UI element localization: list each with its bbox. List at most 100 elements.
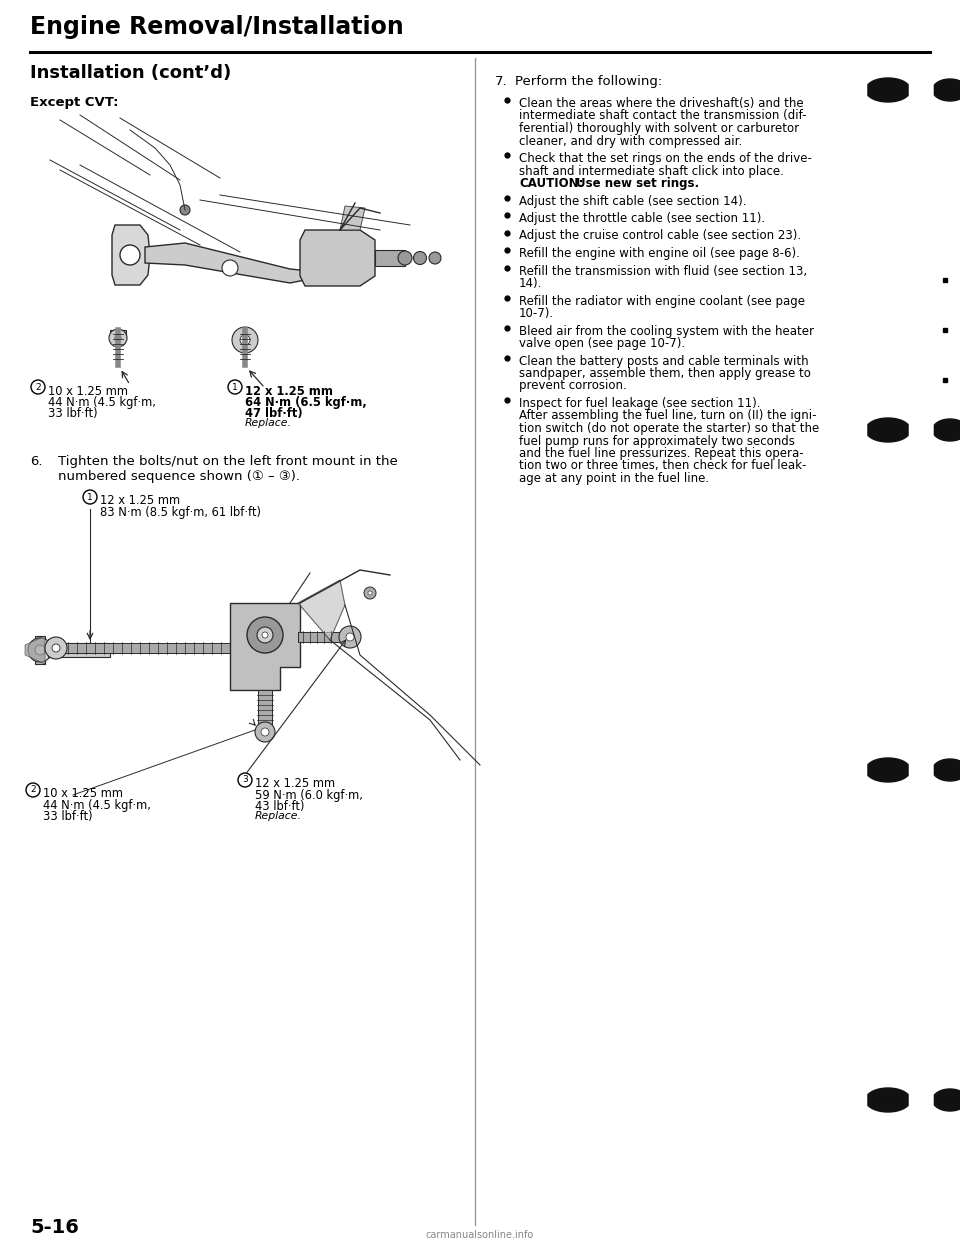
Text: Tighten the bolts/nut on the left front mount in the: Tighten the bolts/nut on the left front … — [58, 455, 397, 468]
Text: 33 lbf·ft): 33 lbf·ft) — [43, 810, 92, 823]
Text: 59 N·m (6.0 kgf·m,: 59 N·m (6.0 kgf·m, — [255, 789, 363, 802]
Text: 5-16: 5-16 — [30, 1218, 79, 1237]
Polygon shape — [112, 225, 150, 284]
Polygon shape — [48, 638, 60, 657]
Circle shape — [28, 638, 52, 662]
Text: Bleed air from the cooling system with the heater: Bleed air from the cooling system with t… — [519, 324, 814, 338]
Text: Except CVT:: Except CVT: — [30, 96, 118, 109]
Text: 12 x 1.25 mm: 12 x 1.25 mm — [255, 777, 335, 790]
Text: fuel pump runs for approximately two seconds: fuel pump runs for approximately two sec… — [519, 435, 795, 447]
Text: 83 N·m (8.5 kgf·m, 61 lbf·ft): 83 N·m (8.5 kgf·m, 61 lbf·ft) — [100, 505, 261, 519]
Text: After assembling the fuel line, turn on (II) the igni-: After assembling the fuel line, turn on … — [519, 410, 817, 422]
Text: 10-7).: 10-7). — [519, 307, 554, 320]
Polygon shape — [934, 759, 960, 781]
Text: and the fuel line pressurizes. Repeat this opera-: and the fuel line pressurizes. Repeat th… — [519, 447, 804, 460]
Text: shaft and intermediate shaft click into place.: shaft and intermediate shaft click into … — [519, 164, 784, 178]
Circle shape — [429, 252, 441, 265]
Text: Refill the radiator with engine coolant (see page: Refill the radiator with engine coolant … — [519, 294, 805, 308]
Circle shape — [228, 380, 242, 394]
Polygon shape — [934, 1089, 960, 1112]
Circle shape — [180, 205, 190, 215]
Text: Refill the transmission with fluid (see section 13,: Refill the transmission with fluid (see … — [519, 265, 807, 277]
Text: 43 lbf·ft): 43 lbf·ft) — [255, 800, 304, 814]
Circle shape — [45, 637, 67, 660]
Text: Refill the engine with engine oil (see page 8-6).: Refill the engine with engine oil (see p… — [519, 247, 800, 260]
Text: 10 x 1.25 mm: 10 x 1.25 mm — [48, 385, 128, 397]
Text: 6.: 6. — [30, 455, 42, 468]
Text: Check that the set rings on the ends of the drive-: Check that the set rings on the ends of … — [519, 152, 812, 165]
Polygon shape — [35, 636, 45, 664]
Text: prevent corrosion.: prevent corrosion. — [519, 380, 627, 392]
Circle shape — [364, 587, 376, 599]
Polygon shape — [868, 758, 908, 782]
Circle shape — [257, 627, 273, 643]
Polygon shape — [300, 230, 375, 286]
Polygon shape — [934, 79, 960, 101]
Text: intermediate shaft contact the transmission (dif-: intermediate shaft contact the transmiss… — [519, 109, 806, 123]
Text: 12 x 1.25 mm: 12 x 1.25 mm — [100, 494, 180, 507]
Text: Replace.: Replace. — [245, 419, 292, 428]
Text: 10 x 1.25 mm: 10 x 1.25 mm — [43, 787, 123, 800]
Polygon shape — [258, 691, 272, 730]
Text: sandpaper, assemble them, then apply grease to: sandpaper, assemble them, then apply gre… — [519, 366, 811, 380]
Circle shape — [120, 245, 140, 265]
Text: Adjust the throttle cable (see section 11).: Adjust the throttle cable (see section 1… — [519, 212, 765, 225]
Circle shape — [31, 380, 45, 394]
Polygon shape — [110, 330, 126, 338]
Polygon shape — [298, 632, 343, 642]
Text: tion switch (do not operate the starter) so that the: tion switch (do not operate the starter)… — [519, 422, 819, 435]
Text: 47 lbf·ft): 47 lbf·ft) — [245, 407, 302, 420]
Polygon shape — [60, 643, 240, 653]
Text: Clean the battery posts and cable terminals with: Clean the battery posts and cable termin… — [519, 354, 808, 368]
Text: tion two or three times, then check for fuel leak-: tion two or three times, then check for … — [519, 460, 806, 472]
Circle shape — [398, 251, 412, 265]
Text: 1: 1 — [232, 383, 238, 391]
Text: Clean the areas where the driveshaft(s) and the: Clean the areas where the driveshaft(s) … — [519, 97, 804, 111]
Polygon shape — [230, 604, 300, 691]
Text: 44 N·m (4.5 kgf·m,: 44 N·m (4.5 kgf·m, — [43, 799, 151, 812]
Circle shape — [83, 491, 97, 504]
Text: 2: 2 — [30, 785, 36, 795]
Circle shape — [240, 335, 250, 345]
Circle shape — [255, 722, 275, 741]
Polygon shape — [298, 580, 345, 640]
Polygon shape — [934, 419, 960, 441]
Polygon shape — [145, 243, 310, 283]
Text: CAUTION:: CAUTION: — [519, 178, 584, 190]
Text: 64 N·m (6.5 kgf·m,: 64 N·m (6.5 kgf·m, — [245, 396, 367, 409]
Text: Perform the following:: Perform the following: — [515, 75, 662, 88]
Circle shape — [232, 327, 258, 353]
Circle shape — [35, 645, 45, 655]
Text: 12 x 1.25 mm: 12 x 1.25 mm — [245, 385, 333, 397]
Text: 44 N·m (4.5 kgf·m,: 44 N·m (4.5 kgf·m, — [48, 396, 156, 409]
Circle shape — [262, 632, 268, 638]
Polygon shape — [868, 419, 908, 442]
Text: ferential) thoroughly with solvent or carburetor: ferential) thoroughly with solvent or ca… — [519, 122, 799, 135]
Text: 2: 2 — [36, 383, 41, 391]
Circle shape — [238, 773, 252, 787]
Text: carmanualsonline.info: carmanualsonline.info — [426, 1230, 534, 1240]
Polygon shape — [35, 643, 110, 657]
Text: valve open (see page 10-7).: valve open (see page 10-7). — [519, 337, 685, 350]
Circle shape — [222, 260, 238, 276]
Text: 33 lbf·ft): 33 lbf·ft) — [48, 407, 98, 420]
Text: Inspect for fuel leakage (see section 11).: Inspect for fuel leakage (see section 11… — [519, 397, 760, 410]
Text: Installation (cont’d): Installation (cont’d) — [30, 65, 231, 82]
Circle shape — [368, 591, 372, 595]
Text: numbered sequence shown (① – ③).: numbered sequence shown (① – ③). — [58, 469, 300, 483]
Text: Use new set rings.: Use new set rings. — [576, 178, 699, 190]
Text: 1: 1 — [87, 493, 93, 502]
Polygon shape — [868, 1088, 908, 1112]
Polygon shape — [340, 206, 365, 230]
Polygon shape — [868, 78, 908, 102]
Circle shape — [247, 617, 283, 653]
Text: 14).: 14). — [519, 277, 542, 289]
Polygon shape — [25, 636, 45, 664]
Text: Adjust the cruise control cable (see section 23).: Adjust the cruise control cable (see sec… — [519, 230, 802, 242]
Text: Adjust the shift cable (see section 14).: Adjust the shift cable (see section 14). — [519, 195, 747, 207]
Text: cleaner, and dry with compressed air.: cleaner, and dry with compressed air. — [519, 134, 742, 148]
Circle shape — [339, 626, 361, 648]
Circle shape — [115, 335, 121, 342]
Circle shape — [52, 645, 60, 652]
Polygon shape — [375, 250, 405, 266]
